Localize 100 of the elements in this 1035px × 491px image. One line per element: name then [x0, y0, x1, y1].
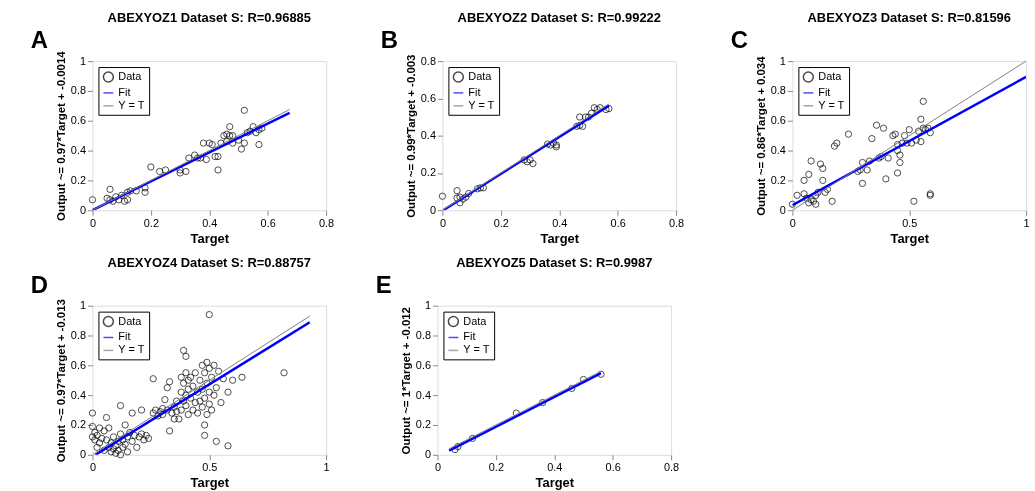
point	[229, 139, 237, 147]
chart-title: ABEXYOZ3 Dataset S: R=0.81596	[807, 10, 1011, 26]
point	[926, 129, 934, 137]
legend-label: Y = T	[118, 343, 145, 356]
x-tick-label: 0	[439, 216, 446, 229]
y-tick-label: 0.2	[770, 173, 786, 186]
x-tick-label: 0	[789, 216, 796, 229]
chart-title: ABEXYOZ4 Dataset S: R=0.88757	[107, 254, 311, 270]
point	[576, 121, 584, 130]
point	[520, 156, 528, 164]
point	[118, 191, 126, 199]
point	[220, 132, 228, 140]
x-axis-title: Target	[190, 475, 230, 491]
point	[88, 196, 97, 204]
point	[816, 160, 825, 168]
x-tick-label: 0.8	[664, 461, 680, 474]
point	[896, 158, 904, 167]
point	[237, 145, 246, 153]
point	[830, 142, 839, 150]
point	[229, 132, 237, 140]
point	[893, 169, 902, 177]
point	[199, 139, 208, 147]
point	[438, 192, 447, 200]
y-tick-label: 0.4	[70, 144, 86, 157]
y-axis-title: Output ~= 0.97*Target + -0.0014	[54, 50, 67, 221]
point	[910, 197, 918, 205]
text: B	[380, 26, 399, 54]
point	[905, 126, 913, 134]
point	[882, 175, 890, 183]
point	[453, 187, 461, 195]
point	[123, 196, 132, 204]
point	[538, 398, 547, 407]
point	[896, 151, 904, 159]
point	[858, 179, 867, 188]
point	[809, 197, 818, 205]
x-tick-label: 0.2	[493, 216, 509, 229]
point	[462, 193, 470, 201]
x-tick-label: 1	[323, 461, 330, 474]
point	[205, 139, 213, 147]
x-tick-label: 0.4	[202, 216, 218, 229]
point	[844, 130, 853, 138]
text: A	[30, 26, 49, 54]
point	[202, 155, 211, 164]
point	[568, 384, 576, 393]
point	[884, 154, 892, 162]
x-tick-label: 0.6	[605, 461, 621, 474]
x-axis-title: Target	[535, 475, 575, 491]
x-tick-label: 0.6	[260, 216, 276, 229]
point	[155, 167, 164, 176]
x-tick-label: 0.5	[202, 461, 218, 474]
x-tick-label: 0.8	[319, 216, 335, 229]
y-tick-label: 0.4	[70, 388, 86, 401]
point	[579, 375, 588, 384]
point	[459, 195, 467, 203]
point	[240, 139, 248, 147]
y-tick-label: 0.4	[420, 129, 436, 142]
point	[898, 139, 906, 147]
point	[112, 193, 120, 201]
point	[576, 113, 584, 121]
point	[917, 137, 925, 146]
x-tick-label: 0.4	[547, 461, 563, 474]
point	[917, 115, 925, 123]
point	[109, 197, 117, 205]
legend-label: Data	[118, 69, 143, 82]
point	[807, 157, 815, 165]
y-tick-label: 1	[424, 299, 431, 312]
point	[919, 97, 927, 105]
point	[788, 200, 797, 208]
point	[211, 152, 219, 161]
point	[543, 140, 552, 148]
x-tick-label: 1	[1023, 216, 1030, 229]
point	[868, 135, 876, 143]
y-tick-label: 0.6	[770, 114, 786, 127]
x-tick-label: 0	[89, 216, 96, 229]
point	[807, 196, 815, 204]
point	[161, 166, 170, 174]
legend-label: Fit	[118, 330, 131, 343]
point	[865, 157, 874, 165]
x-axis-title: Target	[890, 230, 930, 246]
point	[258, 124, 266, 132]
point	[914, 127, 923, 135]
point	[185, 154, 193, 162]
point	[526, 156, 534, 164]
y-tick-label: 0.2	[415, 418, 431, 431]
legend-label: Data	[118, 314, 143, 327]
point	[208, 140, 216, 149]
point	[214, 166, 222, 174]
y-tick-label: 0.8	[70, 328, 86, 341]
point	[454, 442, 462, 451]
y-tick-label: 0.2	[70, 173, 86, 186]
point	[828, 197, 836, 205]
point	[141, 188, 149, 196]
y-tick-label: 0	[79, 448, 86, 461]
point	[523, 158, 531, 166]
point	[226, 132, 234, 140]
point	[814, 188, 822, 196]
x-tick-label: 0.5	[902, 216, 918, 229]
point	[252, 129, 260, 137]
point	[182, 167, 190, 176]
legend-label: Y = T	[118, 98, 145, 111]
